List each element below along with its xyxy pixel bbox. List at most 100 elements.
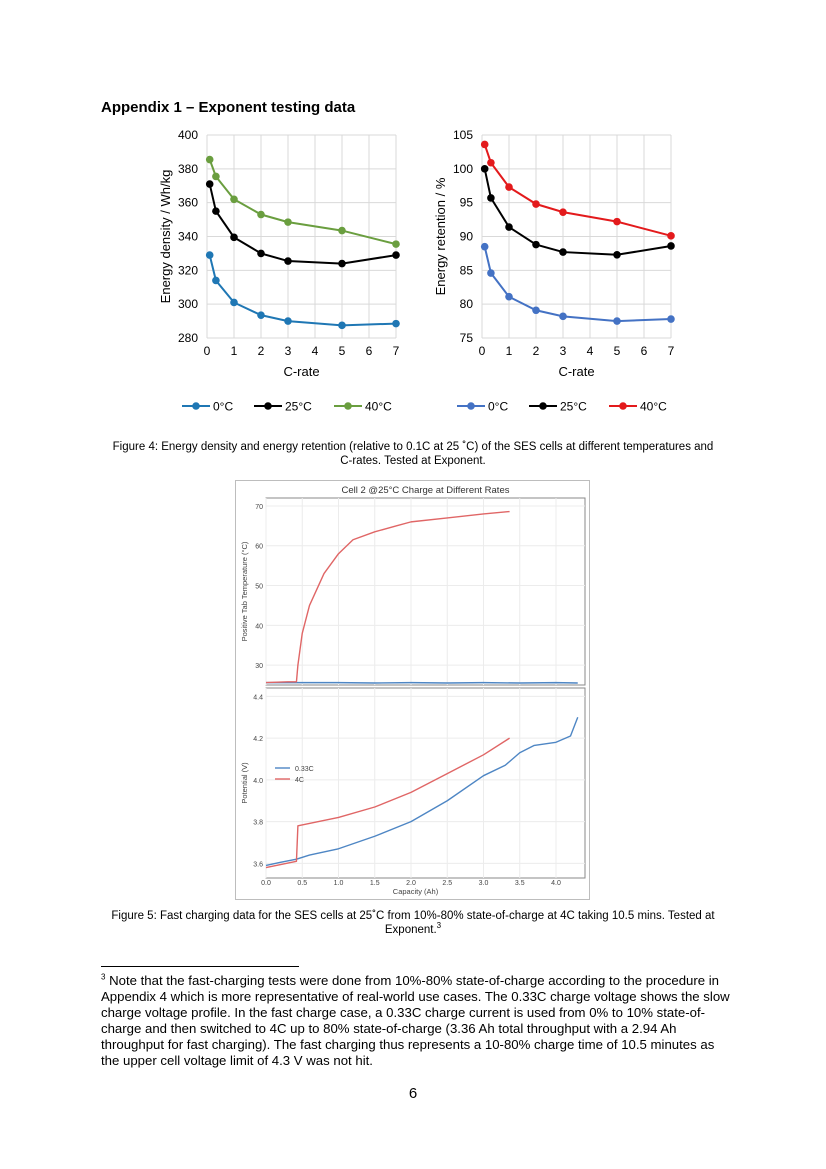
panel0-y-tick-label-2: 50: [255, 584, 263, 591]
figure-title: Cell 2 @25°C Charge at Different Rates: [342, 485, 510, 496]
legend-marker-0: [192, 402, 200, 410]
data-point-2-5: [613, 217, 621, 226]
panel0-y-tick-label-1: 40: [255, 623, 263, 630]
data-point-2-0: [205, 155, 214, 164]
data-point-1-3: [257, 249, 265, 258]
x-tick-label-6: 3.0: [479, 880, 489, 887]
y-tick-label-3: 340: [178, 230, 198, 244]
data-point-0-2: [505, 292, 513, 301]
data-point-0-5: [613, 317, 621, 325]
data-point-1-6: [392, 251, 400, 259]
data-point-2-1: [212, 172, 220, 181]
y-axis-label: Energy density / Wh/kg: [158, 170, 173, 304]
panel1-y-tick-label-2: 4.0: [253, 778, 263, 785]
data-point-2-5: [338, 226, 346, 235]
figure-5-caption: Figure 5: Fast charging data for the SES…: [110, 909, 716, 937]
panel1-y-tick-label-1: 3.8: [253, 820, 263, 827]
x-tick-label-3: 1.5: [370, 880, 380, 887]
x-tick-label-4: 4: [587, 344, 594, 358]
data-point-0-0: [480, 242, 489, 251]
x-tick-label-3: 3: [560, 344, 567, 358]
panel1-y-tick-label-4: 4.4: [253, 694, 263, 701]
data-point-2-2: [505, 183, 513, 191]
data-point-1-5: [338, 259, 346, 268]
x-axis-label: C-rate: [558, 364, 594, 379]
x-tick-label-0: 0: [204, 344, 211, 358]
x-tick-label-4: 2.0: [406, 880, 416, 887]
energy-density-chart: 280 300 320 340 360 380 400 0 1 2 3 4 5 6 7 C-rate Energ…: [158, 128, 400, 414]
data-point-1-2: [230, 233, 238, 242]
data-point-2-6: [392, 240, 400, 248]
legend-marker-2: [619, 402, 627, 410]
y-tick-label-0: 75: [460, 331, 474, 345]
legend-label-0: 0.33C: [295, 766, 314, 773]
data-point-1-0: [480, 165, 489, 173]
legend-label-2: 40°C: [640, 400, 667, 414]
y-tick-label-0: 280: [178, 331, 198, 345]
data-point-0-4: [284, 317, 292, 325]
legend-marker-1: [264, 402, 272, 410]
x-tick-label-0: 0: [479, 344, 486, 358]
data-point-1-4: [559, 248, 567, 256]
data-point-2-2: [230, 195, 238, 204]
x-tick-label-1: 1: [231, 344, 238, 358]
data-point-1-1: [487, 194, 495, 202]
series-line-0: [208, 254, 397, 327]
legend-marker-0: [467, 402, 475, 410]
panel-frame-0: [265, 497, 586, 686]
y-tick-label-5: 100: [453, 162, 473, 176]
data-point-1-4: [284, 257, 292, 265]
data-point-0-1: [212, 276, 220, 285]
y-tick-label-1: 80: [460, 297, 474, 311]
x-axis-label: C-rate: [283, 364, 319, 379]
panel0-series-line-1: [265, 510, 510, 684]
data-point-1-1: [212, 207, 220, 215]
x-tick-label-7: 7: [393, 344, 400, 358]
footnote: 3 Note that the fast-charging tests were…: [101, 973, 731, 1069]
y-tick-label-6: 105: [453, 128, 473, 142]
x-tick-label-8: 4.0: [551, 880, 561, 887]
x-tick-label-6: 6: [641, 344, 648, 358]
data-point-0-3: [257, 311, 265, 319]
data-point-1-6: [667, 242, 675, 250]
panel1-series-line-1: [265, 737, 510, 869]
data-point-2-3: [257, 210, 265, 219]
panel0-y-tick-label-0: 30: [255, 663, 263, 670]
y-axis-label: Energy retention / %: [433, 177, 448, 295]
data-point-2-4: [559, 208, 567, 216]
x-tick-label-5: 5: [339, 344, 346, 358]
legend-label-0: 0°C: [488, 400, 508, 414]
panel0-y-axis-label: Positive Tab Temperature (°C): [240, 541, 249, 641]
appendix-heading: Appendix 1 – Exponent testing data: [101, 99, 356, 116]
footnote-text: Note that the fast-charging tests were d…: [101, 973, 730, 1068]
panel1-y-axis-label: Potential (V): [240, 762, 249, 804]
series-line-2: [208, 159, 397, 246]
x-tick-label-2: 2: [533, 344, 540, 358]
x-tick-label-7: 7: [668, 344, 675, 358]
panel0-y-tick-label-3: 60: [255, 544, 263, 551]
series-line-2: [483, 144, 672, 237]
x-tick-label-5: 5: [614, 344, 621, 358]
x-tick-label-5: 2.5: [442, 880, 452, 887]
legend-label-1: 4C: [295, 777, 304, 784]
panel1-y-tick-label-0: 3.6: [253, 861, 263, 868]
x-tick-label-0: 0.0: [261, 880, 271, 887]
y-tick-label-1: 300: [178, 297, 198, 311]
x-tick-label-6: 6: [366, 344, 373, 358]
page-number: 6: [408, 1085, 418, 1102]
x-tick-label-1: 1: [506, 344, 513, 358]
series-line-1: [483, 168, 672, 256]
legend-label-2: 40°C: [365, 400, 392, 414]
series-line-0: [483, 246, 672, 323]
legend-label-1: 25°C: [285, 400, 312, 414]
data-point-1-5: [613, 250, 621, 259]
y-tick-label-6: 400: [178, 128, 198, 142]
x-tick-label-1: 0.5: [297, 880, 307, 887]
data-point-1-2: [505, 223, 513, 231]
fast-charging-chart: Cell 2 @25°C Charge at Different Rates 30…: [235, 480, 590, 900]
y-tick-label-4: 360: [178, 196, 198, 210]
figure-5-caption-text: Figure 5: Fast charging data for the SES…: [111, 910, 715, 936]
data-point-2-4: [284, 218, 292, 226]
data-point-0-4: [559, 312, 567, 321]
data-point-2-0: [480, 140, 489, 149]
